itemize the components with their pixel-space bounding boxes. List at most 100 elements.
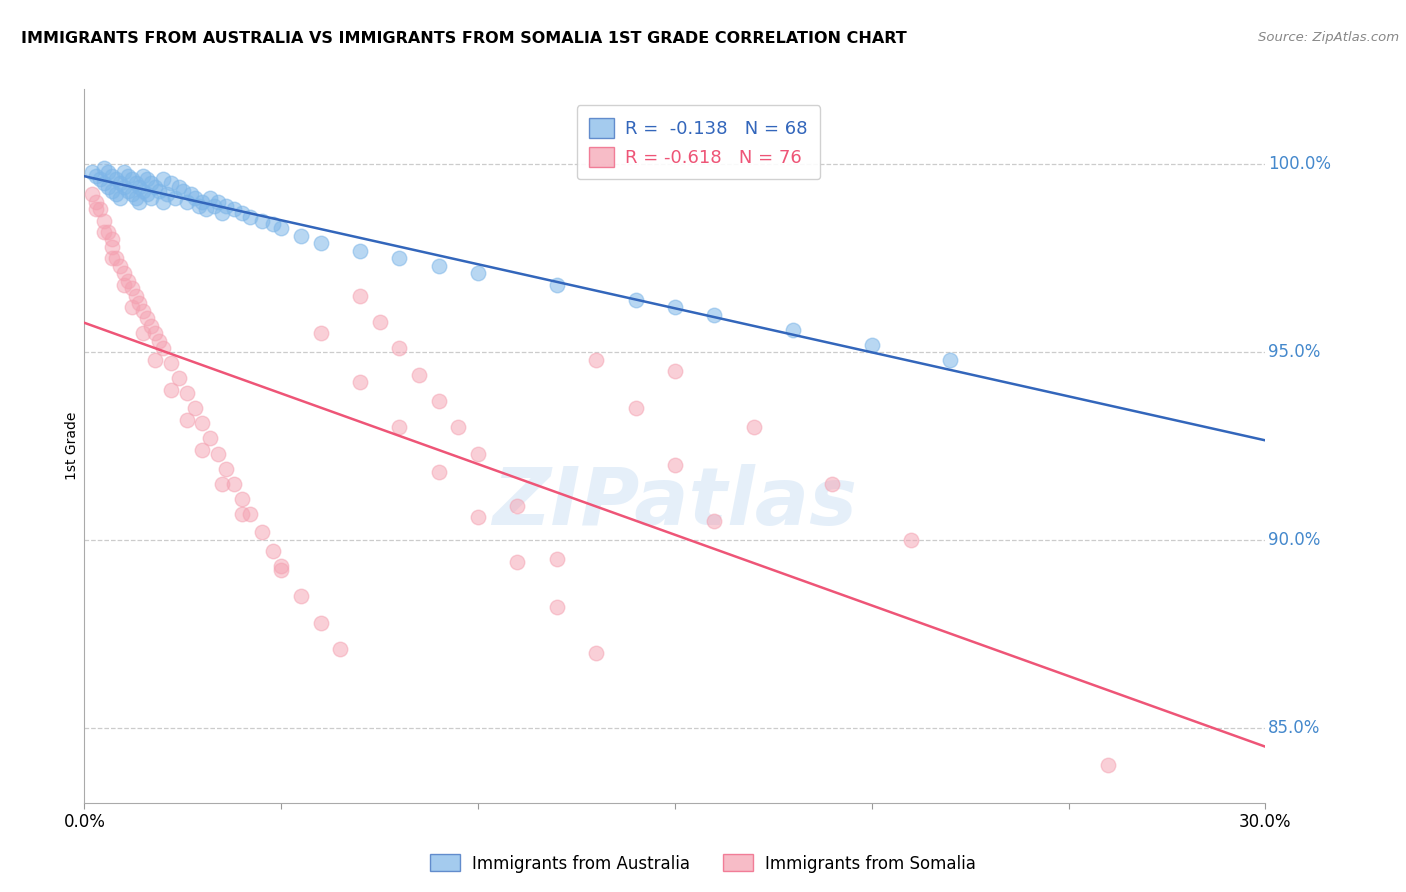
Point <box>117 169 139 183</box>
Legend: Immigrants from Australia, Immigrants from Somalia: Immigrants from Australia, Immigrants fr… <box>423 847 983 880</box>
Point <box>427 465 450 479</box>
Point <box>101 184 124 198</box>
Point <box>624 293 647 307</box>
Point <box>180 187 202 202</box>
Point <box>148 184 170 198</box>
Point <box>97 165 120 179</box>
Point <box>167 371 190 385</box>
Point <box>108 176 131 190</box>
Point <box>427 259 450 273</box>
Text: 95.0%: 95.0% <box>1268 343 1320 361</box>
Point <box>187 199 209 213</box>
Point <box>141 176 163 190</box>
Point <box>742 420 765 434</box>
Point <box>124 176 146 190</box>
Point <box>447 420 470 434</box>
Point <box>211 476 233 491</box>
Point <box>93 213 115 227</box>
Point <box>546 277 568 292</box>
Point <box>160 356 183 370</box>
Point <box>89 202 111 217</box>
Point <box>112 179 135 194</box>
Point <box>132 169 155 183</box>
Point <box>183 191 205 205</box>
Point <box>388 251 411 265</box>
Point <box>89 172 111 186</box>
Point <box>200 432 222 446</box>
Point <box>408 368 430 382</box>
Point <box>101 232 124 246</box>
Point <box>506 499 529 513</box>
Point <box>121 281 143 295</box>
Point <box>290 228 312 243</box>
Point <box>82 165 104 179</box>
Point <box>191 417 214 431</box>
Point <box>309 615 332 630</box>
Point <box>97 225 120 239</box>
Point <box>215 461 238 475</box>
Point <box>664 364 686 378</box>
Point <box>202 199 225 213</box>
Point <box>141 191 163 205</box>
Point <box>467 266 489 280</box>
Point <box>93 161 115 175</box>
Point <box>183 401 205 416</box>
Point <box>108 259 131 273</box>
Point <box>124 289 146 303</box>
Point <box>1097 758 1119 772</box>
Point <box>349 244 371 258</box>
Point <box>156 187 179 202</box>
Point <box>124 191 146 205</box>
Point <box>664 458 686 472</box>
Point <box>939 352 962 367</box>
Point <box>152 342 174 356</box>
Text: IMMIGRANTS FROM AUSTRALIA VS IMMIGRANTS FROM SOMALIA 1ST GRADE CORRELATION CHART: IMMIGRANTS FROM AUSTRALIA VS IMMIGRANTS … <box>21 31 907 46</box>
Point <box>136 311 159 326</box>
Point <box>93 176 115 190</box>
Point <box>900 533 922 547</box>
Point <box>93 225 115 239</box>
Point <box>132 303 155 318</box>
Point <box>112 277 135 292</box>
Point <box>112 165 135 179</box>
Point <box>427 393 450 408</box>
Point <box>128 296 150 310</box>
Point <box>141 318 163 333</box>
Point <box>117 184 139 198</box>
Point <box>104 251 127 265</box>
Point <box>207 446 229 460</box>
Point <box>101 169 124 183</box>
Point <box>222 476 245 491</box>
Point <box>231 206 253 220</box>
Point <box>231 507 253 521</box>
Point <box>585 352 607 367</box>
Point <box>207 194 229 209</box>
Point <box>104 172 127 186</box>
Point <box>128 194 150 209</box>
Point <box>624 401 647 416</box>
Point <box>860 337 883 351</box>
Text: 90.0%: 90.0% <box>1268 531 1320 549</box>
Point <box>222 202 245 217</box>
Point <box>250 213 273 227</box>
Point <box>239 507 262 521</box>
Point <box>136 172 159 186</box>
Point <box>132 184 155 198</box>
Point <box>250 525 273 540</box>
Text: ZIPatlas: ZIPatlas <box>492 464 858 542</box>
Point <box>143 352 166 367</box>
Point <box>84 194 107 209</box>
Point <box>82 187 104 202</box>
Point <box>368 315 391 329</box>
Point <box>143 179 166 194</box>
Point <box>585 646 607 660</box>
Point <box>506 556 529 570</box>
Point <box>163 191 186 205</box>
Point <box>239 210 262 224</box>
Point <box>152 172 174 186</box>
Point <box>703 514 725 528</box>
Point <box>467 510 489 524</box>
Point <box>309 326 332 341</box>
Point <box>101 240 124 254</box>
Point <box>211 206 233 220</box>
